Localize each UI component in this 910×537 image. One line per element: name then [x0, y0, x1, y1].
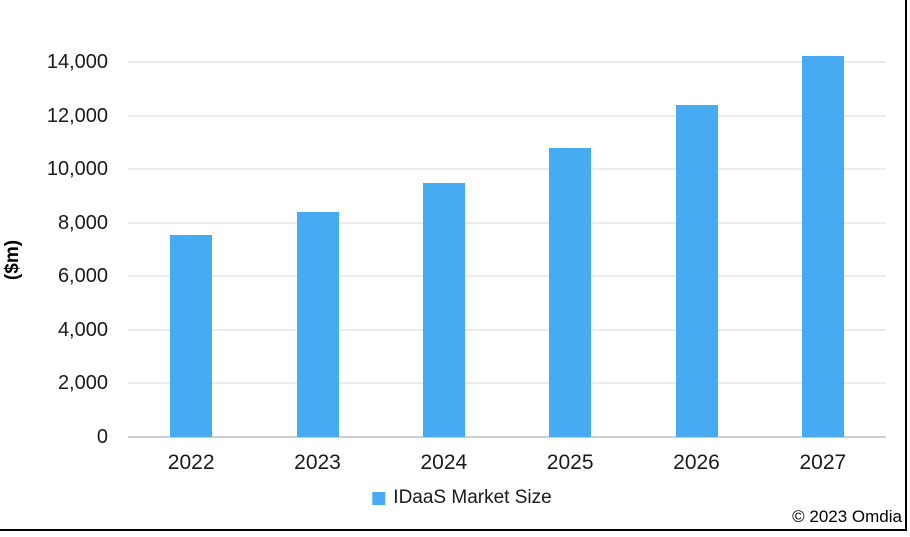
copyright-text: © 2023 Omdia	[792, 507, 902, 526]
legend-label: IDaaS Market Size	[393, 487, 552, 508]
x-axis-line	[128, 436, 886, 438]
gridline	[128, 114, 886, 117]
y-tick-label: 10,000	[46, 158, 108, 181]
gridline	[128, 382, 886, 385]
bar	[170, 234, 213, 437]
y-tick-label: 0	[96, 426, 108, 448]
y-tick-label: 14,000	[46, 51, 108, 73]
bar	[801, 56, 844, 437]
gridline	[128, 61, 886, 63]
legend-swatch-icon	[372, 491, 386, 505]
y-tick-label: 2,000	[57, 372, 108, 395]
gridline	[128, 168, 886, 171]
y-tick-label: 6,000	[57, 265, 108, 288]
x-axis-label: 2025	[546, 451, 594, 474]
x-axis-label: 2024	[420, 451, 468, 474]
y-tick-label: 4,000	[57, 318, 108, 341]
bar	[296, 212, 339, 437]
gridline	[128, 328, 886, 331]
gridline	[128, 275, 886, 278]
frame-border-bottom	[0, 529, 907, 531]
y-tick-label: 12,000	[46, 104, 108, 127]
x-axis-label: 2027	[799, 451, 847, 474]
x-axis-label: 2022	[167, 451, 215, 474]
bar	[422, 183, 465, 437]
legend: IDaaS Market Size	[372, 487, 552, 509]
x-axis-label: 2026	[673, 451, 720, 474]
bar	[675, 105, 718, 437]
bar	[549, 148, 592, 437]
gridline	[128, 221, 886, 224]
y-tick-label: 8,000	[57, 211, 108, 234]
frame-border-right	[905, 0, 907, 531]
x-axis-label: 2023	[294, 451, 341, 474]
